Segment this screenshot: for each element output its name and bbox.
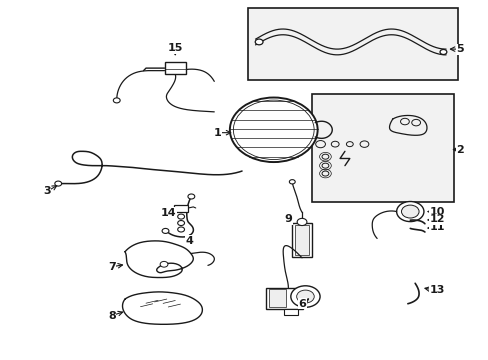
- Circle shape: [322, 154, 328, 159]
- Circle shape: [439, 49, 446, 54]
- Circle shape: [396, 202, 423, 222]
- Text: 9: 9: [284, 215, 292, 224]
- Circle shape: [401, 205, 418, 218]
- Text: 15: 15: [167, 43, 183, 53]
- Bar: [268, 289, 285, 307]
- Bar: [292, 223, 311, 257]
- Text: 10: 10: [428, 207, 444, 217]
- Circle shape: [346, 141, 352, 147]
- Circle shape: [113, 98, 120, 103]
- Circle shape: [400, 118, 408, 125]
- Circle shape: [160, 261, 167, 267]
- Circle shape: [322, 163, 328, 168]
- Circle shape: [296, 290, 314, 303]
- Bar: [311, 94, 453, 202]
- Text: 11: 11: [428, 222, 444, 232]
- Text: 5: 5: [455, 44, 463, 54]
- Text: 2: 2: [455, 144, 463, 154]
- Circle shape: [330, 141, 338, 147]
- Circle shape: [290, 286, 320, 307]
- Circle shape: [187, 194, 194, 199]
- Text: 4: 4: [185, 236, 193, 246]
- Text: 8: 8: [108, 311, 116, 320]
- Bar: [173, 205, 188, 212]
- Circle shape: [229, 98, 317, 162]
- Text: 13: 13: [428, 285, 444, 296]
- Circle shape: [177, 221, 184, 226]
- Circle shape: [359, 141, 368, 147]
- Text: 14: 14: [161, 208, 176, 218]
- Bar: [164, 62, 185, 74]
- Bar: [266, 288, 303, 309]
- Bar: [294, 225, 309, 255]
- Circle shape: [255, 39, 263, 45]
- Bar: [283, 309, 298, 315]
- Circle shape: [177, 227, 184, 232]
- Circle shape: [55, 181, 61, 186]
- Text: 3: 3: [43, 186, 51, 197]
- Circle shape: [315, 140, 325, 148]
- Circle shape: [297, 219, 306, 226]
- Circle shape: [289, 180, 295, 184]
- Text: 12: 12: [428, 215, 444, 224]
- Text: 7: 7: [108, 262, 116, 272]
- Bar: [248, 8, 457, 80]
- Text: 6: 6: [298, 299, 305, 309]
- Circle shape: [322, 171, 328, 176]
- Circle shape: [177, 214, 184, 219]
- Circle shape: [411, 120, 420, 126]
- Text: 1: 1: [213, 128, 221, 138]
- Circle shape: [162, 228, 168, 233]
